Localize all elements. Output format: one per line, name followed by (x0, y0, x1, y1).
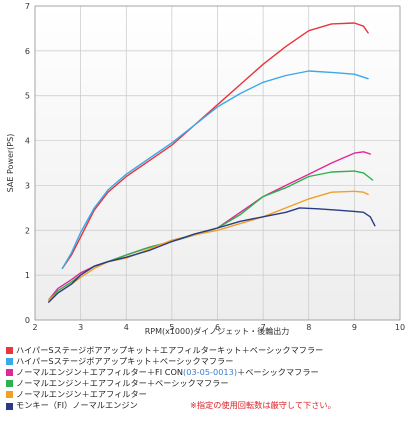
x-tick-label: 2 (32, 323, 37, 332)
legend-swatch (6, 369, 13, 377)
series-group (48, 22, 376, 303)
legend-swatch (6, 358, 13, 366)
x-tick-label: 3 (78, 323, 83, 332)
y-tick-label: 7 (25, 2, 30, 11)
series-line-5 (48, 190, 369, 301)
x-axis-title: RPM(x1000)ダイノジェット・後輪出力 (145, 326, 290, 336)
y-tick-label: 5 (25, 92, 30, 101)
series-line-6 (48, 207, 376, 303)
legend-label: ハイパーSステージボアアップキット＋エアフィルターキット＋ベーシックマフラー (16, 345, 324, 355)
legend-swatch (6, 402, 13, 410)
plot-frame (34, 5, 401, 321)
x-tick-label: 6 (215, 323, 220, 332)
series-line-1 (61, 22, 369, 270)
power-curve-chart: 2 3 4 5 6 7 8 9 10 0 1 2 3 4 5 6 7 RPM(x1000)ダイノジェット・後輪出… (6, 2, 405, 336)
series-line-2 (61, 70, 369, 270)
x-tick-label: 5 (169, 323, 174, 332)
legend-item: モンキー（FI）ノーマルエンジン ※指定の使用回転数は厳守して下さい。 (6, 400, 406, 411)
legend-item: ハイパーSステージボアアップキット＋エアフィルターキット＋ベーシックマフラー (6, 345, 406, 356)
legend-swatch (6, 347, 13, 355)
usage-note: ※指定の使用回転数は厳守して下さい。 (190, 400, 336, 411)
legend-label: ハイパーSステージボアアップキット＋ベーシックマフラー (16, 356, 234, 367)
legend-item: ノーマルエンジン＋エアフィルター＋ベーシックマフラー (6, 378, 406, 389)
legend-part-code: (03-05-0013) (183, 367, 238, 378)
y-axis-title: SAE Power(PS) (6, 134, 15, 193)
x-tick-label: 4 (124, 323, 129, 332)
legend-label: モンキー（FI）ノーマルエンジン (16, 400, 138, 411)
x-tick-label: 9 (352, 323, 357, 332)
legend-swatch (6, 391, 13, 399)
y-tick-label: 1 (25, 271, 30, 280)
legend-swatch (6, 380, 13, 388)
legend-label: ノーマルエンジン＋エアフィルター＋FI CON (16, 367, 184, 378)
x-tick-label: 10 (395, 323, 405, 332)
tick-labels: 2 3 4 5 6 7 8 9 10 0 1 2 3 4 5 6 7 (25, 2, 405, 332)
x-tick-label: 7 (261, 323, 266, 332)
y-tick-label: 6 (25, 47, 30, 56)
legend-item: ノーマルエンジン＋エアフィルター (6, 389, 406, 400)
legend-label: ノーマルエンジン＋エアフィルター＋ベーシックマフラー (16, 378, 229, 389)
y-tick-label: 4 (25, 137, 30, 146)
y-tick-label: 2 (25, 226, 30, 235)
y-tick-label: 0 (25, 316, 30, 325)
grid (34, 5, 401, 321)
legend-item: ハイパーSステージボアアップキット＋ベーシックマフラー (6, 356, 406, 367)
legend-label-suffix: ＋ベーシックマフラー (237, 367, 319, 378)
x-tick-label: 8 (306, 323, 311, 332)
legend: ハイパーSステージボアアップキット＋エアフィルターキット＋ベーシックマフラー ハ… (6, 345, 406, 412)
legend-label: ノーマルエンジン＋エアフィルター (16, 389, 147, 400)
legend-item: ノーマルエンジン＋エアフィルター＋FI CON (03-05-0013) ＋ベー… (6, 367, 406, 378)
y-tick-label: 3 (25, 181, 30, 190)
